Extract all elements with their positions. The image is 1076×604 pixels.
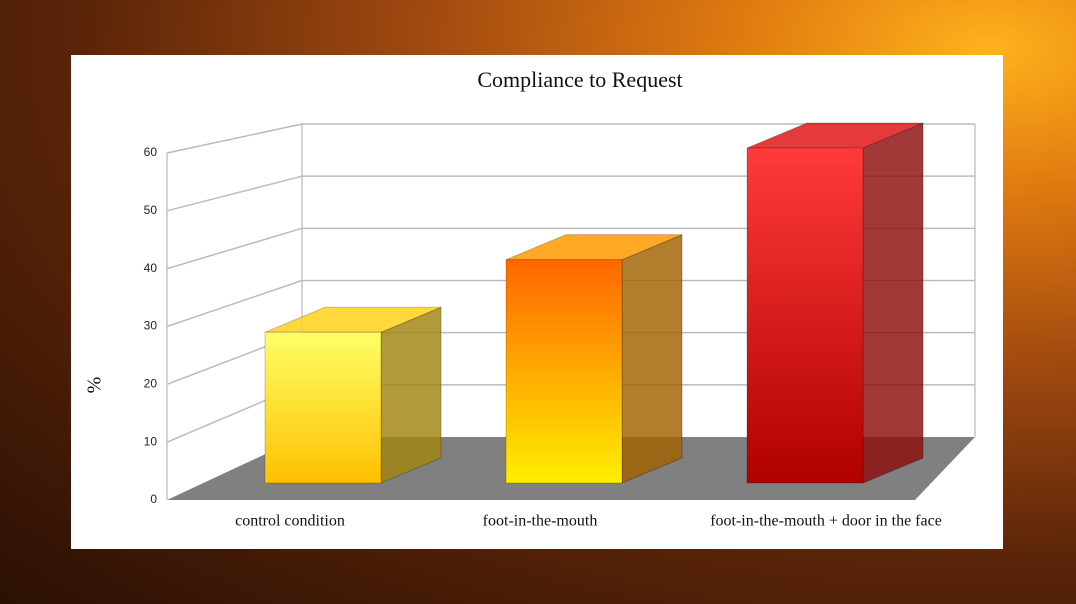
grid-line	[166, 227, 303, 270]
bar-side-shade	[381, 307, 441, 483]
y-tick-label: 50	[144, 203, 158, 217]
y-tick-label: 20	[144, 377, 158, 391]
grid-line	[166, 279, 303, 328]
chart-title: Compliance to Request	[477, 67, 682, 92]
y-tick-label: 0	[150, 492, 157, 506]
y-axis-label: %	[84, 377, 106, 394]
x-tick-label: foot-in-the-mouth	[483, 513, 598, 530]
bar	[264, 331, 382, 484]
bar-side-shade	[622, 234, 682, 483]
x-tick-label: control condition	[235, 513, 345, 530]
bar	[746, 147, 864, 484]
bar-side-shade	[863, 123, 923, 483]
bar	[505, 259, 623, 484]
y-tick-label: 40	[144, 261, 158, 275]
grid-line	[166, 175, 303, 212]
y-tick-label: 60	[144, 145, 158, 159]
y-tick-label: 30	[144, 319, 158, 333]
x-tick-label: foot-in-the-mouth + door in the face	[710, 513, 942, 530]
y-tick-label: 10	[144, 434, 158, 448]
grid-line	[166, 123, 303, 154]
